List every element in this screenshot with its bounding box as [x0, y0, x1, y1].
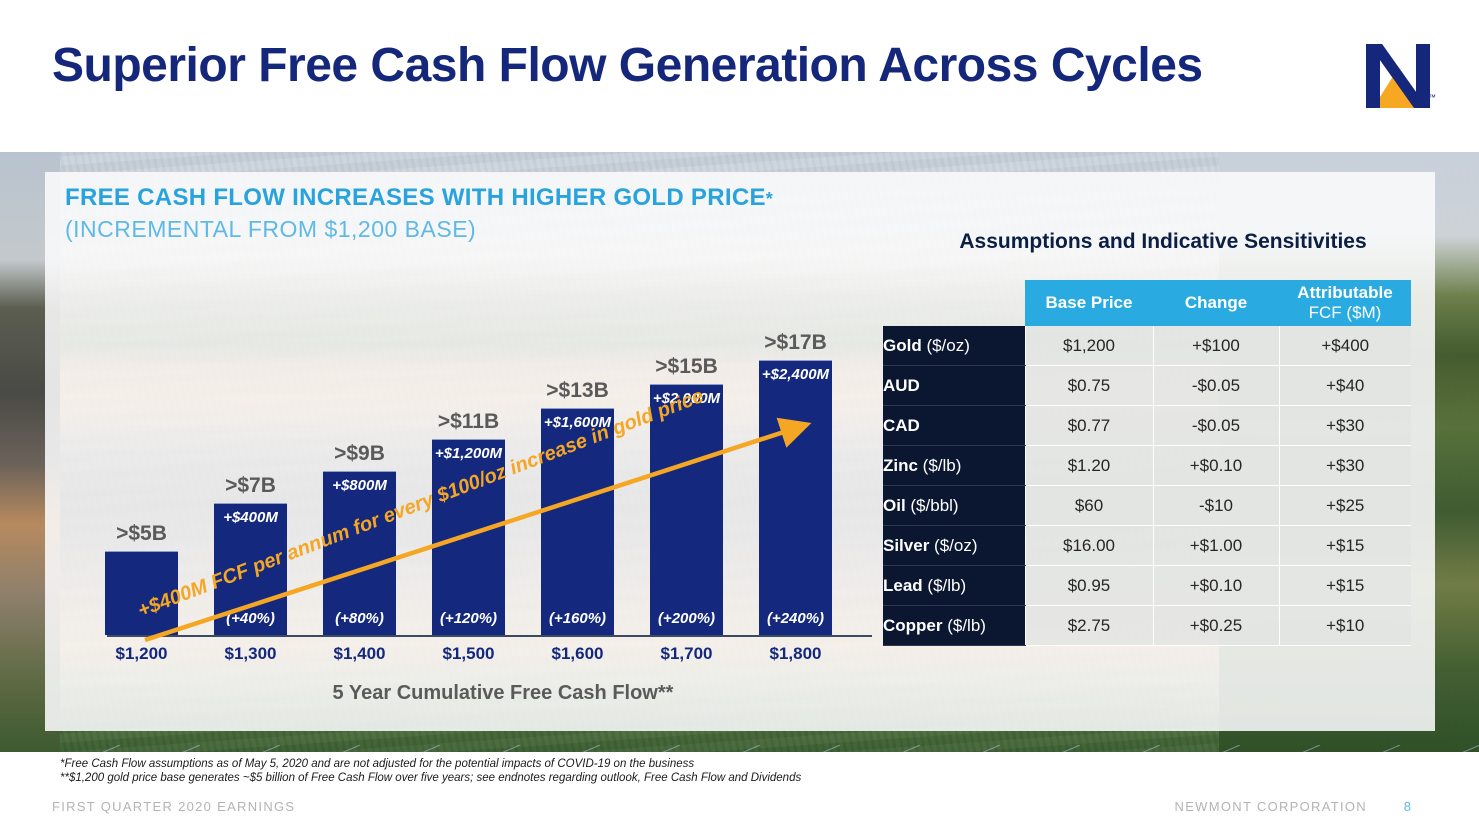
cell-base: $0.77 [1024, 405, 1153, 446]
table-header-row: Base Price Change Attributable FCF ($M) [883, 280, 1411, 326]
cell-fcf: +$15 [1278, 565, 1411, 606]
x-axis-tick: $1,800 [769, 644, 822, 663]
cell-base: $2.75 [1024, 605, 1153, 646]
cell-change: +$100 [1152, 326, 1279, 366]
cell-fcf: +$10 [1278, 605, 1411, 646]
panel-heading-secondary: (INCREMENTAL FROM $1,200 BASE) [65, 216, 477, 242]
table-row: Silver ($/oz) $16.00 +$1.00 +$15 [883, 525, 1411, 566]
table-row: Gold ($/oz) $1,200 +$100 +$400 [883, 326, 1411, 366]
bar-2: +$400M (+40%) [214, 503, 287, 635]
content-card: FREE CASH FLOW INCREASES WITH HIGHER GOL… [45, 172, 1435, 731]
bar-total-label: >$7B [225, 474, 276, 497]
footer-page-number: 8 [1403, 799, 1411, 814]
bar-total-label: >$5B [116, 522, 167, 545]
footer-company-name: NEWMONT CORPORATION [1174, 799, 1367, 814]
panel-heading-primary: FREE CASH FLOW INCREASES WITH HIGHER GOL… [65, 184, 773, 212]
table-title: Assumptions and Indicative Sensitivities [959, 230, 1367, 253]
bar-total-label: >$9B [334, 442, 385, 465]
cell-change: +$0.10 [1152, 565, 1279, 606]
row-header-zinc: Zinc ($/lb) [883, 445, 1025, 486]
table-row: CAD $0.77 -$0.05 +$30 [883, 405, 1411, 446]
table-row: Copper ($/lb) $2.75 +$0.25 +$10 [883, 605, 1411, 646]
x-axis-tick: $1,500 [442, 644, 495, 663]
footnote-2: **$1,200 gold price base generates ~$5 b… [60, 772, 802, 784]
bar-percent-label: (+160%) [548, 610, 607, 627]
footer-deck-name: FIRST QUARTER 2020 EARNINGS [52, 799, 296, 814]
cell-fcf: +$400 [1278, 326, 1411, 366]
cell-change: +$1.00 [1152, 525, 1279, 566]
row-header-gold: Gold ($/oz) [883, 326, 1025, 366]
bar-total-label: >$13B [546, 379, 609, 402]
panel-heading-text: FREE CASH FLOW INCREASES WITH HIGHER GOL… [65, 184, 766, 211]
cell-change: +$0.10 [1152, 445, 1279, 486]
bar-4: +$1,200M (+120%) [432, 439, 505, 635]
bar-percent-label: (+200%) [657, 610, 716, 627]
cell-fcf: +$30 [1278, 445, 1411, 486]
x-axis-tick: $1,600 [551, 644, 604, 663]
panel-heading-asterisk: * [765, 189, 774, 209]
fcf-bar-chart: >$5B +$400M (+40%) >$7B +$800M (+80%) >$9B +$1,… [73, 262, 878, 704]
row-header-copper: Copper ($/lb) [883, 605, 1025, 646]
cell-change: +$0.25 [1152, 605, 1279, 646]
bar-percent-label: (+40%) [226, 610, 275, 627]
trademark-symbol: ™ [1428, 93, 1436, 102]
bar-7: +$2,400M (+240%) [759, 360, 832, 635]
bar-percent-label: (+120%) [439, 610, 498, 627]
slide-header: Superior Free Cash Flow Generation Acros… [0, 0, 1479, 152]
cell-change: -$10 [1152, 485, 1279, 526]
bar-percent-label: (+80%) [335, 610, 384, 627]
bar-5: +$1,600M (+160%) [541, 408, 614, 635]
bar-incremental-label: +$800M [332, 477, 387, 494]
bar-1 [105, 551, 178, 635]
col-header-base-price: Base Price [1025, 280, 1153, 326]
col-header-change: Change [1153, 280, 1279, 326]
table-row: AUD $0.75 -$0.05 +$40 [883, 365, 1411, 406]
row-header-lead: Lead ($/lb) [883, 565, 1025, 606]
row-header-cad: CAD [883, 405, 1025, 446]
bar-6: +$2,000M (+200%) [650, 384, 723, 635]
cell-base: $1,200 [1024, 326, 1153, 366]
row-header-aud: AUD [883, 365, 1025, 406]
bar-incremental-label: +$1,200M [434, 445, 503, 462]
cell-change: -$0.05 [1152, 405, 1279, 446]
cell-base: $0.95 [1024, 565, 1153, 606]
bar-total-label: >$17B [764, 331, 827, 354]
cell-fcf: +$25 [1278, 485, 1411, 526]
page-title: Superior Free Cash Flow Generation Acros… [52, 39, 1203, 92]
table-row: Zinc ($/lb) $1.20 +$0.10 +$30 [883, 445, 1411, 486]
bar-percent-label: (+240%) [766, 610, 825, 627]
bar-total-label: >$11B [437, 410, 500, 433]
cell-fcf: +$15 [1278, 525, 1411, 566]
x-axis-tick: $1,200 [115, 644, 168, 663]
cell-base: $1.20 [1024, 445, 1153, 486]
x-axis-tick: $1,700 [660, 644, 713, 663]
cell-base: $16.00 [1024, 525, 1153, 566]
cell-base: $60 [1024, 485, 1153, 526]
cell-change: -$0.05 [1152, 365, 1279, 406]
bar-3: +$800M (+80%) [323, 471, 396, 635]
x-axis-tick: $1,400 [333, 644, 386, 663]
cell-fcf: +$40 [1278, 365, 1411, 406]
slide-footer: FIRST QUARTER 2020 EARNINGS NEWMONT CORP… [0, 794, 1479, 832]
bar-incremental-label: +$400M [223, 509, 278, 526]
table-corner-cell [883, 280, 1025, 326]
sensitivity-table: Base Price Change Attributable FCF ($M) G… [883, 280, 1411, 646]
table-row: Oil ($/bbl) $60 -$10 +$25 [883, 485, 1411, 526]
x-axis-tick: $1,300 [224, 644, 277, 663]
chart-baseline-axis [107, 635, 872, 637]
bar-incremental-label: +$2,400M [761, 366, 830, 383]
row-header-oil: Oil ($/bbl) [883, 485, 1025, 526]
cell-fcf: +$30 [1278, 405, 1411, 446]
footnotes: *Free Cash Flow assumptions as of May 5,… [0, 752, 1479, 794]
cell-base: $0.75 [1024, 365, 1153, 406]
footnote-1: *Free Cash Flow assumptions as of May 5,… [60, 758, 695, 770]
table-row: Lead ($/lb) $0.95 +$0.10 +$15 [883, 565, 1411, 606]
bar-total-label: >$15B [655, 355, 718, 378]
chart-x-axis-title: 5 Year Cumulative Free Cash Flow** [332, 682, 674, 704]
newmont-logo-icon [1358, 40, 1436, 112]
col-header-attributable-fcf: Attributable FCF ($M) [1279, 280, 1411, 326]
bar-incremental-label: +$1,600M [543, 414, 612, 431]
bar-incremental-label: +$2,000M [652, 390, 721, 407]
row-header-silver: Silver ($/oz) [883, 525, 1025, 566]
